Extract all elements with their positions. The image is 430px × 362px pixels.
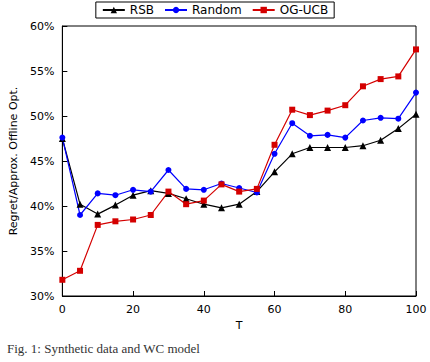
svg-text:60: 60 — [268, 303, 282, 316]
svg-text:OG-UCB: OG-UCB — [280, 3, 328, 17]
svg-text:40%: 40% — [30, 200, 54, 213]
svg-text:RSB: RSB — [130, 3, 154, 17]
svg-text:20: 20 — [126, 303, 140, 316]
svg-text:100: 100 — [406, 303, 427, 316]
svg-text:80: 80 — [338, 303, 352, 316]
svg-text:45%: 45% — [30, 155, 54, 168]
svg-text:55%: 55% — [30, 65, 54, 78]
svg-text:0: 0 — [59, 303, 66, 316]
svg-text:50%: 50% — [30, 110, 54, 123]
svg-text:40: 40 — [197, 303, 211, 316]
svg-text:Fig. 1: Synthetic data and WC: Fig. 1: Synthetic data and WC model — [7, 341, 200, 356]
svg-text:30%: 30% — [30, 290, 54, 303]
svg-text:35%: 35% — [30, 245, 54, 258]
svg-text:60%: 60% — [30, 20, 54, 33]
svg-text:T: T — [235, 319, 243, 332]
svg-text:Regret/Approx. Offline Opt.: Regret/Approx. Offline Opt. — [7, 87, 20, 236]
svg-text:Random: Random — [192, 3, 242, 17]
